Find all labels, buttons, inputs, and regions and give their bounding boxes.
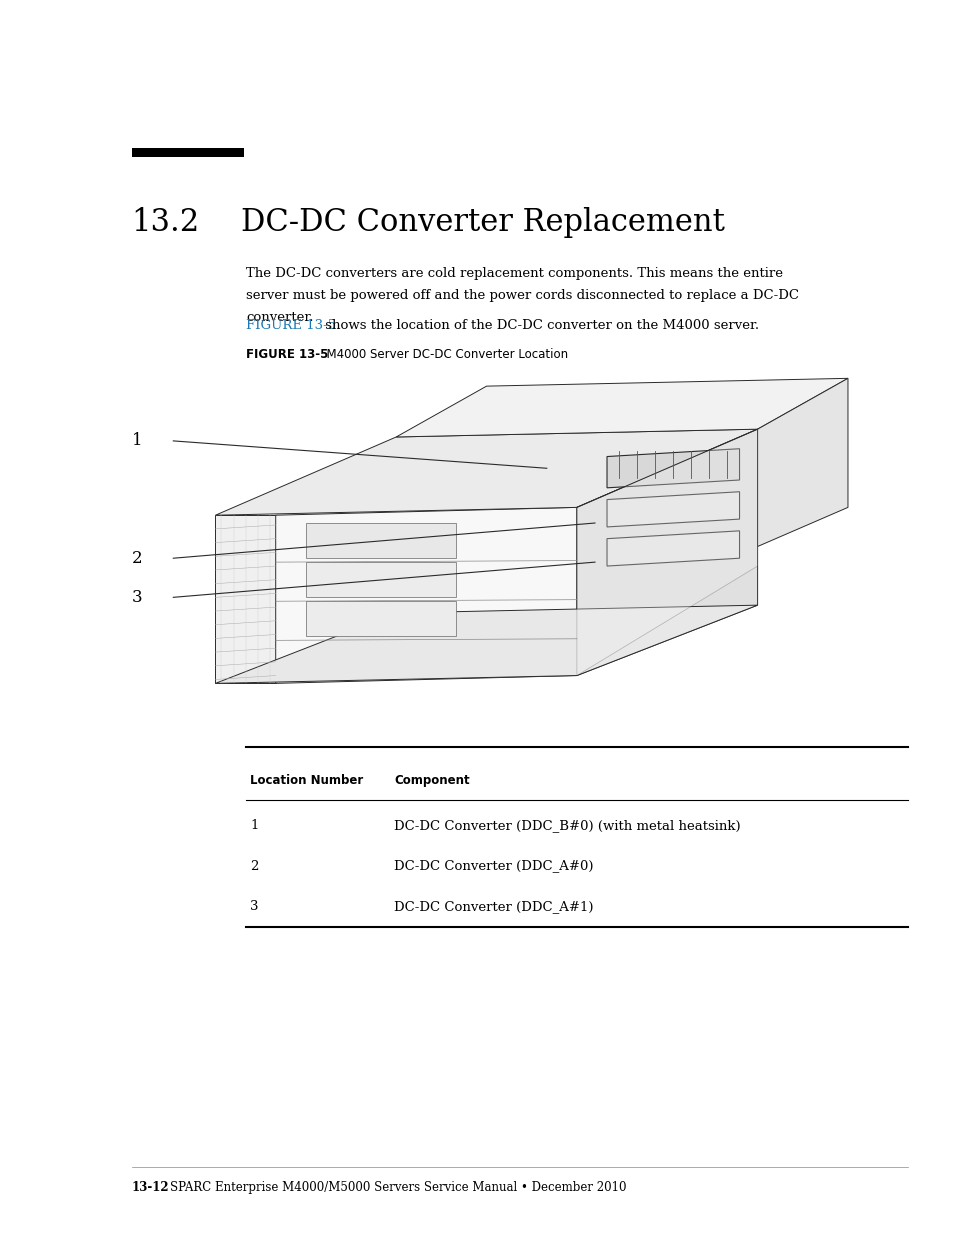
Text: SPARC Enterprise M4000/M5000 Servers Service Manual • December 2010: SPARC Enterprise M4000/M5000 Servers Ser… [170,1181,626,1194]
Polygon shape [215,515,275,683]
Text: Location Number: Location Number [250,774,363,788]
Text: DC-DC Converter (DDC_A#1): DC-DC Converter (DDC_A#1) [394,900,593,914]
FancyBboxPatch shape [132,148,244,157]
Polygon shape [606,448,739,488]
Polygon shape [577,430,757,676]
Polygon shape [757,378,847,546]
Text: server must be powered off and the power cords disconnected to replace a DC-DC: server must be powered off and the power… [246,289,799,303]
Text: 2: 2 [132,550,142,567]
Polygon shape [306,524,456,558]
Polygon shape [215,605,757,683]
Text: M4000 Server DC-DC Converter Location: M4000 Server DC-DC Converter Location [318,348,567,362]
Text: DC-DC Converter Replacement: DC-DC Converter Replacement [241,207,724,238]
Text: 13-12: 13-12 [132,1181,169,1194]
Text: The DC-DC converters are cold replacement components. This means the entire: The DC-DC converters are cold replacemen… [246,267,782,280]
Text: converter.: converter. [246,311,314,325]
Text: FIGURE 13-5: FIGURE 13-5 [246,348,328,362]
Polygon shape [306,601,456,636]
Polygon shape [577,430,757,676]
Polygon shape [606,492,739,527]
Text: FIGURE 13-5: FIGURE 13-5 [246,319,335,332]
Text: 3: 3 [132,589,142,606]
Text: DC-DC Converter (DDC_B#0) (with metal heatsink): DC-DC Converter (DDC_B#0) (with metal he… [394,819,740,832]
Text: shows the location of the DC-DC converter on the M4000 server.: shows the location of the DC-DC converte… [321,319,759,332]
Polygon shape [606,531,739,566]
Text: DC-DC Converter (DDC_A#0): DC-DC Converter (DDC_A#0) [394,860,593,873]
Text: 13.2: 13.2 [132,207,200,238]
Text: Component: Component [394,774,469,788]
Polygon shape [215,430,757,515]
Text: 3: 3 [250,900,258,914]
Polygon shape [395,378,847,437]
Polygon shape [275,508,577,683]
Text: 1: 1 [250,819,258,832]
Text: 1: 1 [132,432,142,450]
Polygon shape [306,562,456,598]
Text: 2: 2 [250,860,258,873]
